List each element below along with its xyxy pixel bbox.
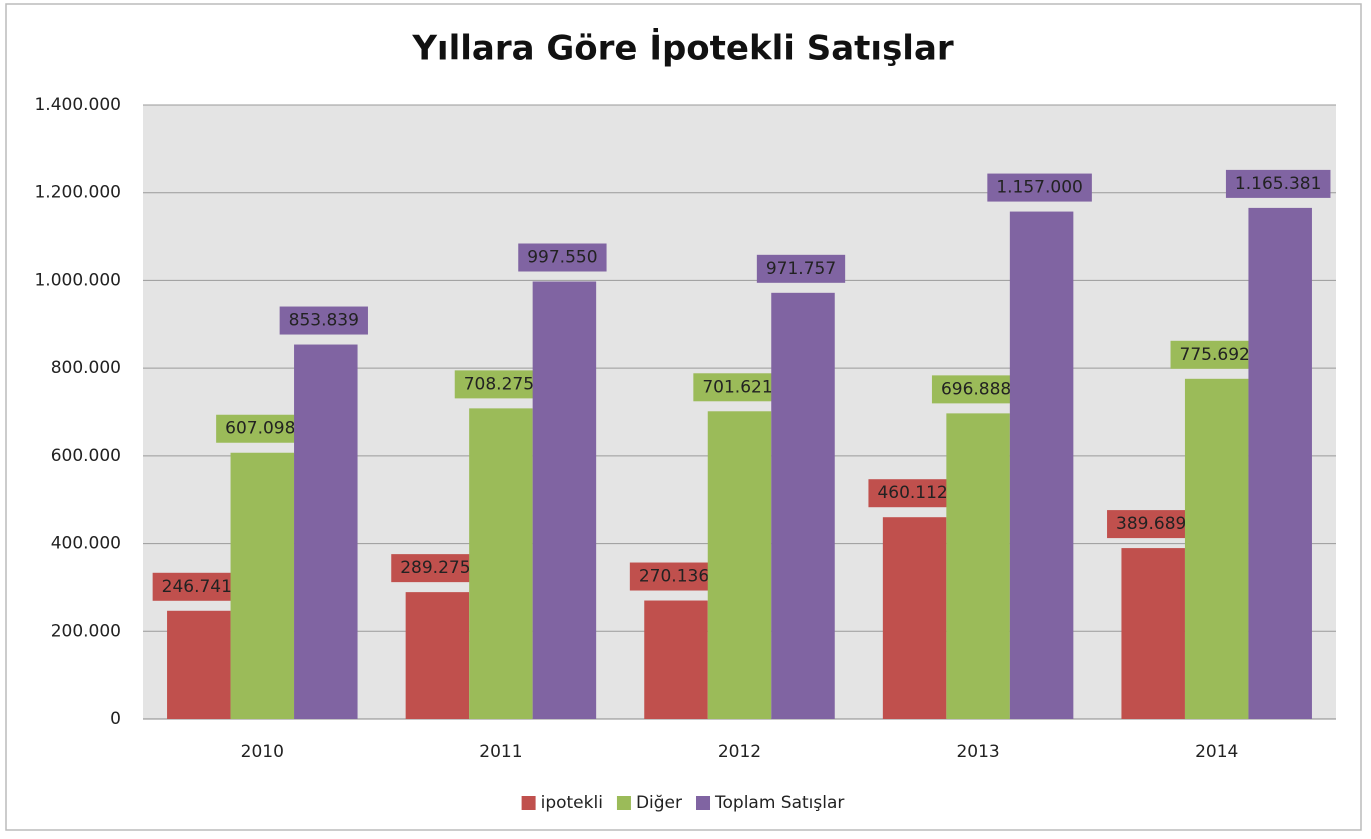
data-label: 775.692 bbox=[1180, 345, 1250, 365]
data-label: 460.112 bbox=[877, 483, 947, 503]
data-label-box bbox=[1107, 510, 1196, 539]
bar bbox=[230, 452, 295, 719]
data-label-box bbox=[1170, 340, 1259, 369]
y-tick-label: 800.000 bbox=[51, 358, 121, 378]
x-tick-label: 2013 bbox=[956, 742, 999, 762]
bar bbox=[946, 413, 1010, 719]
data-label: 289.275 bbox=[400, 558, 470, 578]
data-label: 853.839 bbox=[289, 311, 359, 331]
bar bbox=[469, 408, 533, 719]
bar bbox=[532, 281, 597, 719]
legend-swatch bbox=[696, 796, 711, 810]
y-tick-label: 600.000 bbox=[51, 446, 121, 466]
legend-swatch bbox=[521, 796, 536, 810]
bar bbox=[644, 600, 708, 719]
legend-swatch bbox=[616, 796, 631, 810]
bar bbox=[882, 517, 947, 719]
data-label: 971.757 bbox=[766, 259, 836, 279]
data-label-box bbox=[987, 173, 1092, 202]
data-label: 708.275 bbox=[464, 374, 534, 394]
data-label: 1.157.000 bbox=[996, 178, 1083, 198]
data-label: 696.888 bbox=[941, 379, 1011, 399]
data-label-box bbox=[1225, 169, 1331, 198]
data-label: 997.550 bbox=[527, 248, 597, 268]
data-label-box bbox=[279, 306, 368, 335]
y-tick-label: 200.000 bbox=[51, 621, 121, 641]
data-label: 246.741 bbox=[162, 577, 232, 597]
y-tick-label: 1.000.000 bbox=[34, 270, 121, 290]
legend-label: Diğer bbox=[636, 793, 682, 813]
legend-label: ipotekli bbox=[541, 793, 603, 813]
x-tick-label: 2012 bbox=[718, 742, 761, 762]
data-label: 701.621 bbox=[702, 377, 772, 397]
data-label-box bbox=[518, 243, 607, 272]
data-label: 389.689 bbox=[1116, 514, 1186, 534]
data-label-box bbox=[454, 370, 544, 399]
bar bbox=[707, 411, 772, 719]
data-label-box bbox=[152, 572, 241, 601]
bar bbox=[1121, 548, 1185, 719]
bar bbox=[405, 592, 470, 719]
chart-title: Yıllara Göre İpotekli Satışlar bbox=[411, 28, 954, 69]
legend-label: Toplam Satışlar bbox=[714, 793, 844, 813]
data-label-box bbox=[693, 373, 782, 402]
bar bbox=[1009, 211, 1074, 719]
data-label-box bbox=[216, 414, 305, 443]
x-tick-label: 2014 bbox=[1195, 742, 1238, 762]
data-label-box bbox=[391, 554, 480, 583]
data-label-box bbox=[868, 479, 957, 508]
y-tick-label: 1.200.000 bbox=[34, 183, 121, 203]
y-tick-label: 400.000 bbox=[51, 534, 121, 554]
data-label: 1.165.381 bbox=[1235, 174, 1322, 194]
data-label-box bbox=[756, 254, 846, 283]
bar bbox=[771, 292, 835, 719]
bar bbox=[1248, 207, 1312, 719]
x-tick-label: 2010 bbox=[241, 742, 284, 762]
bar bbox=[1184, 378, 1249, 719]
bar bbox=[294, 344, 358, 719]
bar bbox=[167, 610, 231, 719]
y-tick-label: 0 bbox=[110, 709, 121, 729]
data-label-box bbox=[629, 562, 719, 591]
data-label-box bbox=[931, 375, 1021, 404]
x-tick-label: 2011 bbox=[479, 742, 522, 762]
data-label: 607.098 bbox=[225, 419, 295, 439]
data-label: 270.136 bbox=[639, 567, 709, 587]
y-tick-label: 1.400.000 bbox=[34, 95, 121, 115]
